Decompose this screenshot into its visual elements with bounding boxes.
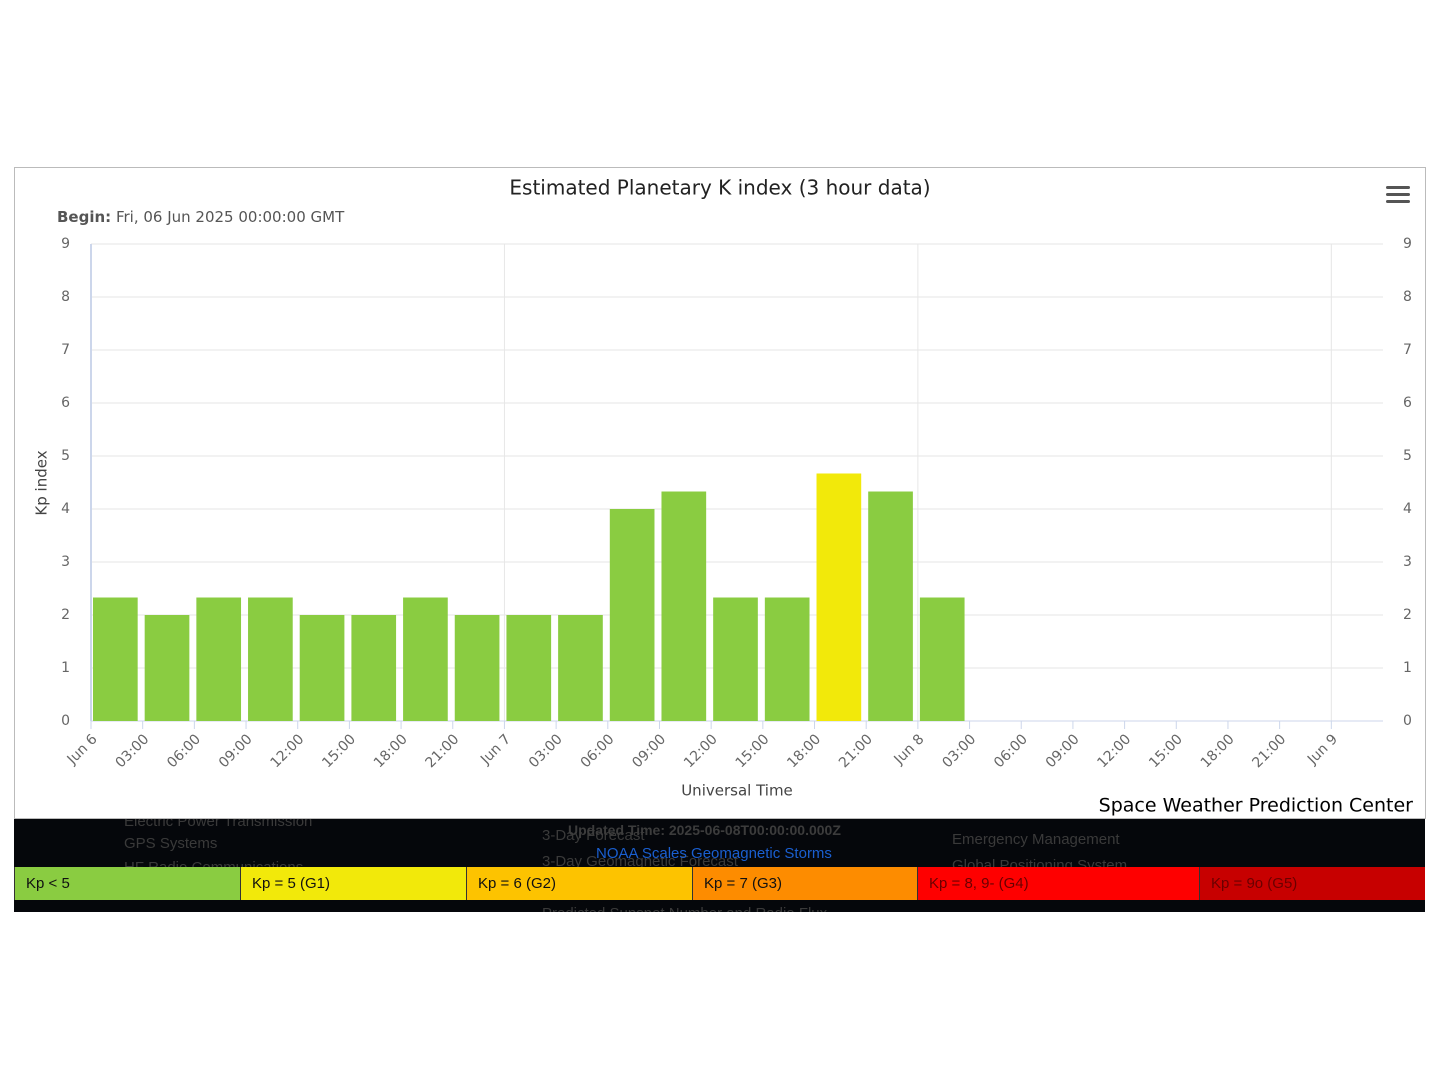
y2-tick-label: 9 [1403, 236, 1412, 252]
bar [609, 509, 655, 721]
bar [144, 615, 190, 721]
y2-tick-label: 5 [1403, 448, 1412, 464]
bar [93, 597, 138, 721]
y2-tick-label: 2 [1403, 607, 1412, 623]
y-tick-label: 8 [61, 289, 70, 305]
menu-button[interactable] [1386, 186, 1410, 203]
bar [454, 615, 500, 721]
y2-tick-label: 4 [1403, 501, 1412, 517]
background-text: Electric Power Transmission [124, 819, 313, 830]
bar [661, 491, 707, 721]
scale-label: Kp = 8, 9- (G4) [929, 875, 1029, 892]
bar [248, 597, 293, 721]
chart-subtitle: Begin: Fri, 06 Jun 2025 00:00:00 GMT [57, 208, 345, 226]
scale-label: Kp = 9o (G5) [1211, 875, 1298, 892]
background-text: Predicted Sunspot Number and Radio Flux [542, 905, 827, 912]
menu-line [1386, 186, 1410, 189]
scale-label: Kp = 7 (G3) [704, 875, 782, 892]
y-tick-label: 6 [61, 395, 70, 411]
bar [868, 491, 913, 721]
y2-tick-label: 1 [1403, 660, 1412, 676]
bar [506, 615, 552, 721]
y2-tick-label: 6 [1403, 395, 1412, 411]
bar [919, 597, 965, 721]
y-tick-label: 5 [61, 448, 70, 464]
subtitle-label: Begin: [57, 208, 111, 226]
menu-line [1386, 200, 1410, 203]
bar [816, 473, 862, 721]
scales-link[interactable]: NOAA Scales Geomagnetic Storms [596, 845, 832, 862]
menu-line [1386, 193, 1410, 196]
scale-item: Kp = 6 (G2) [466, 867, 692, 900]
updated-time: Updated Time: 2025-06-08T00:00:00.000Z [568, 822, 841, 838]
bar [351, 615, 397, 721]
bar [713, 597, 758, 721]
scale-label: Kp = 5 (G1) [252, 875, 330, 892]
y-tick-label: 2 [61, 607, 70, 623]
y-tick-label: 4 [61, 501, 70, 517]
y-tick-label: 1 [61, 660, 70, 676]
background-text: 3-Day Forecast [542, 827, 645, 844]
scale-item: Kp < 5 [14, 867, 240, 900]
scale-legend: Kp < 5 Kp = 5 (G1) Kp = 6 (G2) Kp = 7 (G3) K… [14, 867, 1425, 900]
subtitle-text: Fri, 06 Jun 2025 00:00:00 GMT [116, 208, 345, 226]
y2-tick-label: 3 [1403, 554, 1412, 570]
scale-item: Kp = 8, 9- (G4) [917, 867, 1199, 900]
y-tick-label: 3 [61, 554, 70, 570]
bar [196, 597, 242, 721]
y2-tick-label: 7 [1403, 342, 1412, 358]
scale-label: Kp = 6 (G2) [478, 875, 556, 892]
background-text: Emergency Management [952, 831, 1120, 848]
bar [558, 615, 603, 721]
scale-label: Kp < 5 [26, 875, 70, 892]
scale-item: Kp = 9o (G5) [1199, 867, 1425, 900]
y-tick-label: 0 [61, 713, 70, 729]
y-axis-title: Kp index [33, 450, 51, 515]
bar [299, 615, 345, 721]
scale-item: Kp = 7 (G3) [692, 867, 917, 900]
background-text: GPS Systems [124, 835, 218, 852]
bar [403, 597, 448, 721]
background-text: 3-Day Geomagnetic Forecast [542, 853, 738, 870]
y-tick-label: 9 [61, 236, 70, 252]
bar [764, 597, 810, 721]
y2-tick-label: 8 [1403, 289, 1412, 305]
chart-title: Estimated Planetary K index (3 hour data… [509, 176, 930, 200]
scale-item: Kp = 5 (G1) [240, 867, 466, 900]
y2-tick-label: 0 [1403, 713, 1412, 729]
credit: Space Weather Prediction Center [1099, 795, 1414, 817]
y-tick-label: 7 [61, 342, 70, 358]
x-axis-title: Universal Time [681, 782, 793, 800]
